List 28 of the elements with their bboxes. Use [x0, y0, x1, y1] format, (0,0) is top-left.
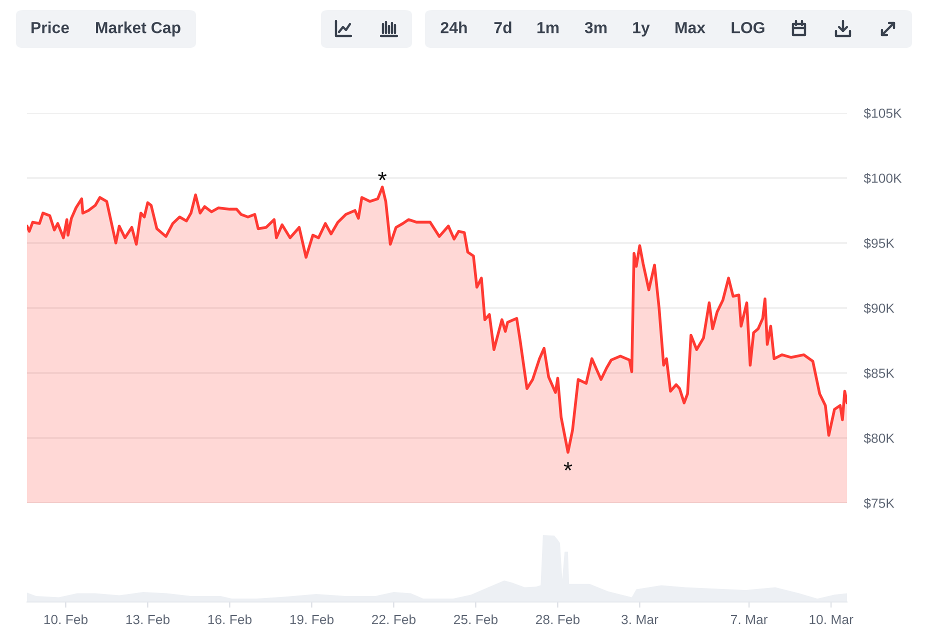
text: 1y — [633, 22, 650, 36]
text: 1m — [537, 22, 559, 34]
y-tick-label: $95K — [864, 238, 894, 249]
x-tick-label: 7. Mar — [731, 614, 768, 624]
x-tick-label: 28. Feb — [536, 614, 580, 624]
text: 24h — [440, 22, 467, 34]
y-tick-label: $90K — [864, 303, 894, 314]
text: 7d — [494, 22, 512, 34]
annotation: * — [378, 172, 387, 180]
x-tick-label: 25. Feb — [454, 614, 498, 624]
x-tick-label: 10. Feb — [44, 614, 88, 624]
text: 3m — [584, 22, 607, 34]
x-tick-label: 10. Mar — [810, 614, 854, 624]
x-tick-label: 19. Feb — [290, 614, 334, 624]
text: Market Cap — [96, 22, 180, 36]
text: Price — [32, 22, 69, 34]
annotation: * — [564, 462, 572, 470]
y-tick-label: $80K — [864, 433, 894, 444]
x-tick-label: 22. Feb — [372, 614, 416, 624]
text: LOG — [732, 22, 764, 34]
x-tick-label: 13. Feb — [126, 614, 170, 624]
text: Max — [676, 22, 706, 34]
y-tick-label: $105K — [864, 108, 902, 119]
y-tick-label: $85K — [864, 368, 894, 379]
y-tick-label: $75K — [864, 498, 894, 509]
x-tick-label: 3. Mar — [622, 614, 658, 624]
x-tick-label: 16. Feb — [208, 614, 252, 624]
y-tick-label: $100K — [864, 173, 902, 184]
